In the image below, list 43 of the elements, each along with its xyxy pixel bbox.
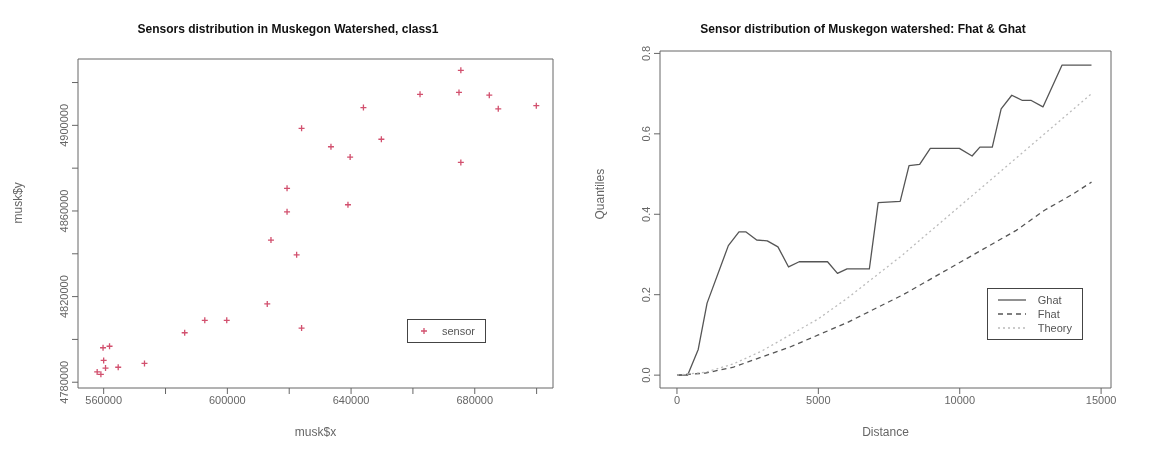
x-tick-label: 0 — [673, 393, 681, 406]
point — [97, 370, 105, 378]
x-axis-title: musk$x — [294, 425, 337, 439]
chart-title: Sensor distribution of Muskegon watershed: Fhat & Ghat — [699, 22, 1027, 36]
x-tick-label: 10000 — [944, 393, 976, 406]
point — [292, 251, 301, 259]
x-axis-title: Distance — [862, 425, 910, 439]
x-tick-label: 640000 — [332, 393, 370, 406]
y-tick-label: 0.4 — [640, 206, 652, 222]
x-tick-label: 5000 — [806, 393, 831, 406]
point — [263, 300, 271, 308]
point — [93, 368, 101, 376]
x-tick-label: 600000 — [209, 393, 246, 406]
point — [455, 88, 463, 97]
point — [327, 143, 335, 151]
legend-label: sensor — [441, 324, 475, 338]
y-tick-label: 0.8 — [640, 45, 652, 62]
x-tick-label: 560000 — [85, 393, 123, 406]
y-axis-title: Quantiles — [593, 168, 608, 220]
y-tick-label: 0.6 — [640, 126, 652, 142]
point — [101, 364, 110, 372]
y-tick-label: 4900000 — [58, 103, 70, 147]
point — [99, 344, 107, 352]
y-axis-title: musk$y — [11, 182, 26, 224]
legend-label: Fhat — [1037, 307, 1060, 321]
point — [346, 153, 354, 161]
point — [416, 90, 424, 98]
point — [283, 184, 291, 192]
legend-label: Theory — [1037, 321, 1072, 335]
x-tick-label: 680000 — [456, 393, 494, 406]
legend-label: Ghat — [1037, 293, 1062, 307]
y-tick-label: 4820000 — [58, 275, 70, 319]
chart-title: Sensors distribution in Muskegon Watershed, class1 — [136, 22, 440, 36]
point — [283, 208, 291, 216]
point — [344, 201, 352, 209]
y-tick-label: 4860000 — [58, 189, 70, 233]
point — [494, 105, 502, 113]
point — [267, 236, 275, 244]
x-tick-label: 15000 — [1085, 393, 1117, 406]
y-tick-label: 4780000 — [58, 360, 70, 404]
point — [297, 324, 306, 332]
y-tick-label: 0.2 — [640, 287, 652, 303]
y-tick-label: 0.0 — [640, 367, 652, 383]
